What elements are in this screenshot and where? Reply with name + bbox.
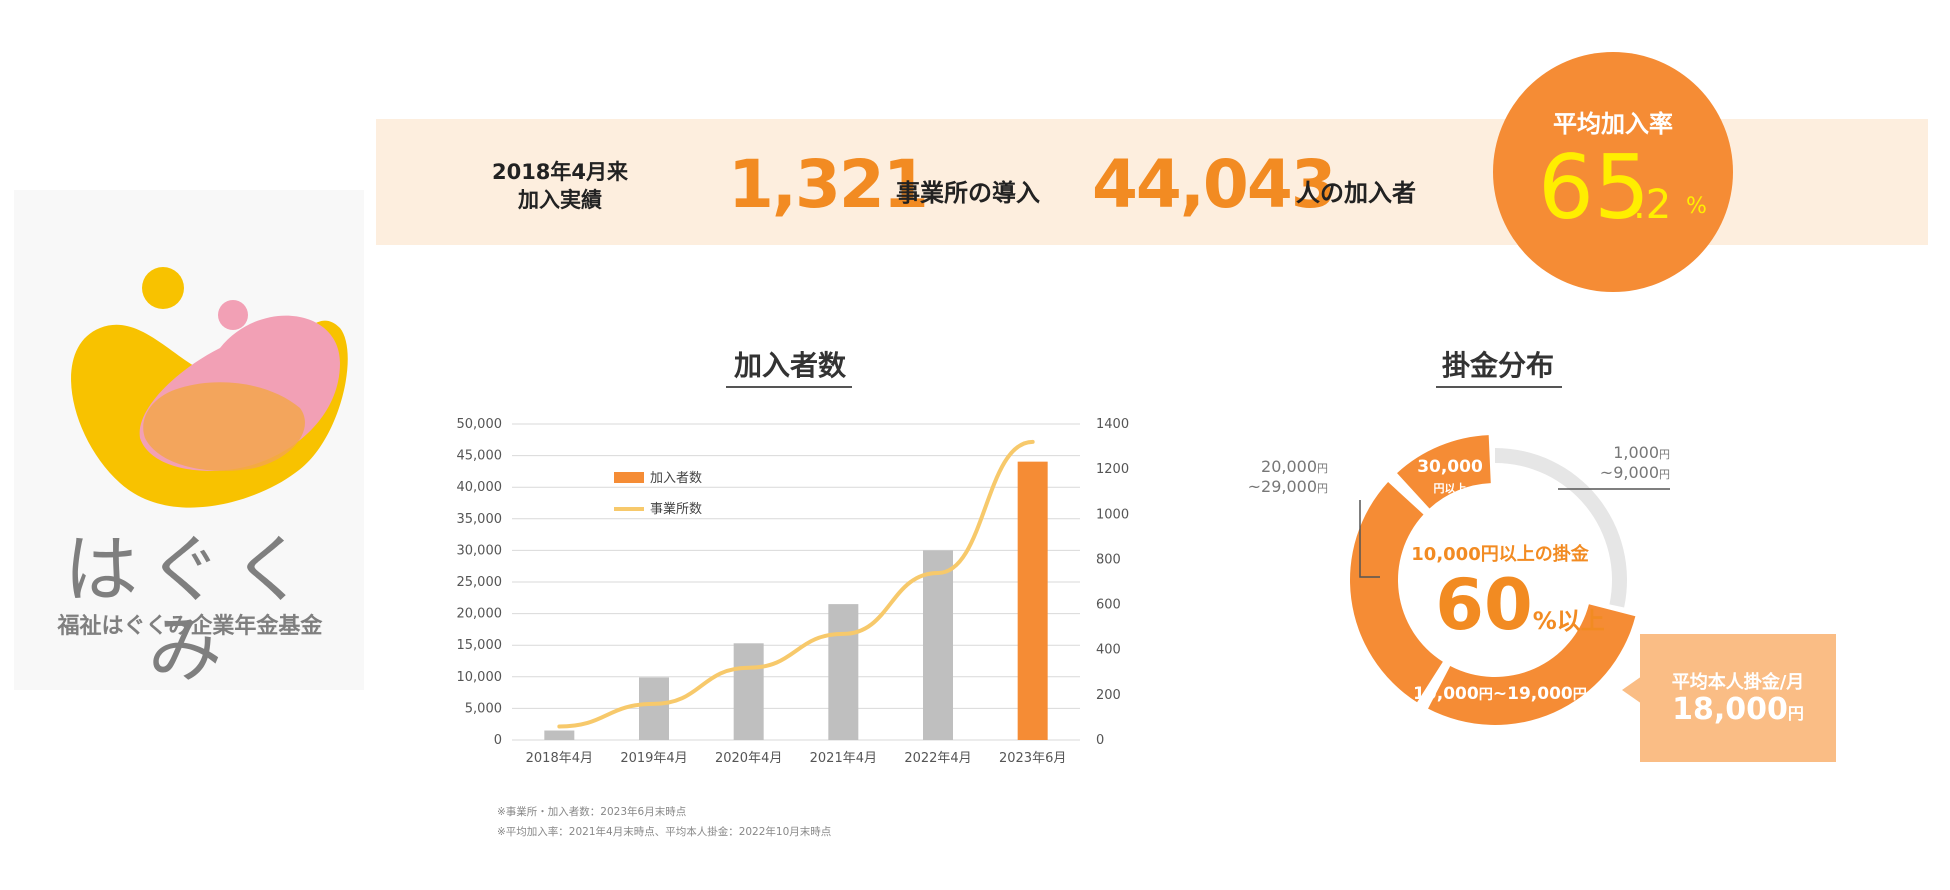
bar-2020年4月	[733, 643, 764, 740]
bar-2019年4月	[639, 677, 669, 740]
yen-unit: 円	[1317, 482, 1328, 495]
donut-slice-10,000円~19,000円	[1428, 604, 1636, 725]
donut-center-value: 60%以上	[1420, 565, 1620, 645]
average-value-number: 18,000	[1672, 692, 1788, 727]
x-tick-label: 2020年4月	[715, 751, 782, 766]
members-unit: 人の加入者	[1296, 179, 1416, 207]
average-contribution-value: 18,000円	[1640, 692, 1836, 727]
contribution-chart-title: 掛金分布	[1441, 349, 1554, 382]
segment-label-10000-19000: 10,000円~19,000円	[1400, 684, 1600, 704]
leader-line-20000	[1359, 500, 1380, 578]
y-left-tick-label: 0	[494, 733, 502, 748]
footnote-2: ※平均加入率：2021年4月末時点、平均本人掛金：2022年10月末時点	[497, 826, 832, 838]
logo-subtitle: 福祉はぐくみ企業年金基金	[57, 614, 323, 639]
y-right-tick-label: 1000	[1096, 507, 1129, 522]
rate-label: 平均加入率	[1553, 110, 1673, 138]
offices-count: 1,321	[728, 146, 929, 223]
average-contribution-label: 平均本人掛金/月	[1671, 672, 1805, 693]
legend-label-members: 加入者数	[650, 471, 702, 486]
label-29000: ~29,000	[1247, 477, 1317, 496]
bar-2023年6月	[1017, 461, 1048, 740]
contribution-donut-chart	[1350, 435, 1670, 725]
rate-circle	[1493, 52, 1733, 292]
since-line-2: 加入実績	[518, 188, 602, 212]
callout-pointer	[1622, 676, 1642, 704]
yen-unit: 円	[1317, 462, 1328, 475]
y-left-tick-label: 50,000	[457, 417, 503, 432]
contribution-chart-title-rule	[1436, 386, 1562, 388]
donut-center-number: 60	[1435, 564, 1533, 646]
yen-unit: 円	[1572, 687, 1587, 703]
logo-wordmark: はぐくみ	[64, 527, 316, 693]
y-left-tick-label: 35,000	[457, 512, 503, 527]
yen-unit: 円	[1659, 448, 1670, 461]
legend-label-offices: 事業所数	[650, 501, 702, 517]
y-right-tick-label: 1200	[1096, 462, 1129, 477]
x-tick-label: 2018年4月	[526, 751, 593, 766]
y-right-tick-label: 200	[1096, 688, 1121, 703]
donut-center-suffix: %以上	[1532, 607, 1605, 635]
offices-unit: 事業所の導入	[896, 179, 1040, 207]
y-left-tick-label: 25,000	[457, 575, 503, 590]
y-right-tick-label: 400	[1096, 643, 1121, 658]
label-1000: 1,000	[1613, 443, 1659, 462]
donut-slice-1,000円~9,000円	[1495, 448, 1627, 608]
label-20000: 20,000	[1261, 457, 1317, 476]
rate-decimal: .2	[1633, 182, 1672, 228]
y-left-tick-label: 30,000	[457, 543, 503, 558]
x-tick-label: 2023年6月	[999, 751, 1066, 766]
segment-label-30000-sub: 円以上	[1433, 482, 1467, 495]
y-right-tick-label: 800	[1096, 552, 1121, 567]
since-label: 2018年4月来 加入実績	[460, 158, 660, 214]
y-right-tick-label: 0	[1096, 733, 1104, 748]
y-right-tick-label: 1400	[1096, 417, 1129, 432]
legend-bar-swatch	[614, 472, 644, 483]
donut-center-caption: 10,000円以上の掛金	[1411, 544, 1589, 565]
label-20000-29000: 20,000円 ~29,000円	[1238, 458, 1328, 498]
y-left-tick-label: 45,000	[457, 449, 503, 464]
average-value-unit: 円	[1787, 704, 1804, 723]
donut-slice-30,000円以上	[1397, 435, 1491, 509]
average-contribution-box	[1640, 634, 1836, 762]
x-tick-label: 2019年4月	[620, 751, 687, 766]
bar-2022年4月	[923, 550, 953, 740]
members-bar-line-chart: 50,000 45,000 40,000 35,000 30,000 25,000 20,0…	[457, 417, 1130, 766]
x-tick-label: 2022年4月	[904, 751, 971, 766]
footnote-1: ※事業所・加入者数：2023年6月末時点	[497, 806, 687, 818]
x-tick-label: 2021年4月	[810, 751, 877, 766]
since-line-1: 2018年4月来	[491, 160, 629, 184]
label-9000: ~9,000	[1599, 463, 1659, 482]
rate-integer: 65	[1538, 136, 1650, 239]
segment-label-30000: 30,000	[1417, 457, 1483, 477]
bar-2018年4月	[544, 730, 575, 740]
y-left-tick-label: 15,000	[457, 638, 503, 653]
y-left-tick-label: 20,000	[457, 607, 503, 622]
yen-unit: 円	[1478, 687, 1493, 703]
bar-2021年4月	[828, 604, 859, 740]
y-left-tick-label: 5,000	[465, 701, 502, 716]
members-count: 44,043	[1092, 146, 1337, 223]
members-chart-title-rule	[726, 386, 852, 388]
label-1000-9000: 1,000円 ~9,000円	[1580, 444, 1670, 484]
donut-slice-20,000円~29,000円	[1350, 482, 1443, 703]
label-19000: ~19,000	[1492, 684, 1573, 704]
hagukumi-logo-icon	[71, 267, 348, 508]
rate-percent-sign: %	[1686, 194, 1707, 219]
label-10000: 10,000	[1413, 684, 1479, 704]
series-line-事業所数	[557, 439, 1035, 729]
y-left-tick-label: 40,000	[457, 480, 503, 495]
members-chart-title: 加入者数	[733, 349, 846, 382]
y-left-tick-label: 10,000	[457, 670, 503, 685]
y-right-tick-label: 600	[1096, 598, 1121, 613]
yen-unit: 円	[1659, 468, 1670, 481]
